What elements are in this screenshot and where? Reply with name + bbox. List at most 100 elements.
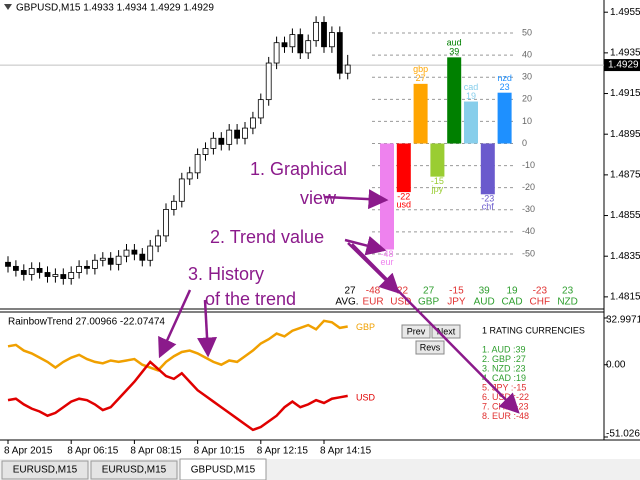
- x-tick-label: 8 Apr 08:15: [130, 446, 182, 457]
- bar-name: gbp: [413, 64, 428, 74]
- bar-value: -15: [431, 176, 444, 186]
- trend-line: [7, 360, 348, 432]
- row-value: -48: [366, 286, 381, 297]
- tab-label[interactable]: EURUSD,M15: [13, 465, 78, 476]
- candle-body: [92, 259, 98, 269]
- y-tick-label: 1.4815: [610, 292, 640, 303]
- candle-body: [170, 200, 177, 210]
- row-name: CAD: [501, 297, 522, 308]
- tab[interactable]: [90, 460, 178, 480]
- candle-body: [313, 21, 320, 42]
- row-name: NZD: [557, 297, 578, 308]
- bar: [480, 143, 495, 195]
- candle-body: [297, 34, 304, 54]
- candle-body: [20, 270, 27, 275]
- y-tick-label: 1.4835: [610, 251, 640, 262]
- candle-body: [273, 42, 280, 64]
- y-tick-label: 10: [522, 116, 532, 126]
- button-label[interactable]: Next: [437, 326, 456, 336]
- annotation-arrow: [197, 299, 218, 358]
- row-value: 19: [506, 286, 518, 297]
- bar-name: aud: [447, 38, 462, 48]
- bar-name: nzd: [497, 73, 512, 83]
- ranking-item: 3. NZD :23: [482, 363, 526, 373]
- bar: [497, 92, 512, 144]
- y-tick-label: -40: [522, 226, 535, 236]
- candle-body: [84, 265, 90, 269]
- candle-body: [305, 40, 312, 54]
- tab[interactable]: [179, 458, 267, 480]
- ranking-title: 1 RATING CURRENCIES: [482, 325, 585, 335]
- avg-label: AVG.: [335, 297, 358, 308]
- candle-body: [234, 129, 241, 139]
- candle-body: [336, 32, 343, 74]
- candle-body: [218, 137, 225, 145]
- y-tick-label: 0.00: [606, 359, 626, 370]
- y-tick-label: 50: [522, 27, 532, 37]
- y-tick-label: 1.4895: [610, 129, 640, 140]
- candle-body: [123, 249, 130, 257]
- candle-body: [147, 245, 154, 261]
- row-name: EUR: [362, 297, 383, 308]
- tab-label[interactable]: EURUSD,M15: [102, 465, 167, 476]
- candle-body: [242, 127, 248, 139]
- candle-body: [163, 209, 169, 237]
- annotation: 1. Graphical: [250, 159, 347, 179]
- annotation: 2. Trend value: [210, 227, 324, 247]
- candle-body: [52, 274, 59, 277]
- legend-label: GBP: [356, 322, 375, 332]
- row-value: 27: [423, 286, 435, 297]
- candle-body: [186, 172, 193, 180]
- candle-body: [12, 265, 19, 271]
- bar: [464, 101, 478, 144]
- ranking-item: 7. CHF :-23: [482, 401, 529, 411]
- candle-body: [265, 62, 272, 101]
- candle-body: [281, 42, 288, 48]
- legend-label: USD: [356, 392, 376, 402]
- candle-body: [139, 253, 146, 261]
- row-name: AUD: [474, 297, 495, 308]
- row-value: 23: [562, 286, 574, 297]
- bar-name: chf: [482, 202, 495, 212]
- bar-name: eur: [380, 257, 393, 267]
- candle-body: [155, 235, 162, 247]
- candle-body: [321, 21, 327, 48]
- trend-line: [7, 319, 348, 372]
- tab-label[interactable]: GBPUSD,M15: [191, 465, 256, 476]
- button-label[interactable]: Revs: [420, 342, 441, 352]
- candle-body: [107, 257, 114, 265]
- bar: [430, 143, 445, 177]
- candle-body: [210, 137, 217, 149]
- annotation-arrow: [158, 289, 192, 359]
- y-tick-label: 1.4855: [610, 210, 640, 221]
- y-tick-label: 1.4955: [610, 7, 640, 18]
- annotation: of the trend: [205, 289, 296, 309]
- button[interactable]: [415, 340, 445, 355]
- ranking-item: 1. AUD :39: [482, 344, 526, 354]
- button-label[interactable]: Prev: [407, 326, 426, 336]
- bar: [380, 143, 394, 250]
- y-tick-label: 20: [522, 94, 532, 104]
- row-name: GBP: [418, 297, 439, 308]
- candle-body: [202, 148, 209, 155]
- x-tick-label: 8 Apr 14:15: [320, 446, 372, 457]
- button[interactable]: [401, 324, 431, 339]
- row-value: -22: [394, 286, 409, 297]
- bar: [396, 143, 411, 193]
- candle-body: [60, 274, 67, 279]
- bar-value: -48: [380, 249, 393, 259]
- last-price-box: [604, 59, 640, 72]
- bar: [447, 57, 462, 144]
- bar: [413, 83, 428, 144]
- candle-body: [115, 255, 122, 265]
- bar-value: -23: [481, 194, 494, 204]
- x-tick-label: 8 Apr 10:15: [194, 446, 246, 457]
- annotation-arrow: [344, 235, 387, 256]
- tab[interactable]: [1, 460, 89, 480]
- y-tick-label: 1.4875: [610, 170, 640, 181]
- x-tick-label: 8 Apr 2015: [4, 446, 53, 457]
- y-tick-label: -20: [522, 182, 535, 192]
- ranking-item: 5. JPY :-15: [482, 382, 526, 392]
- indicator-title: RainbowTrend 27.00966 -22.07474: [8, 317, 165, 328]
